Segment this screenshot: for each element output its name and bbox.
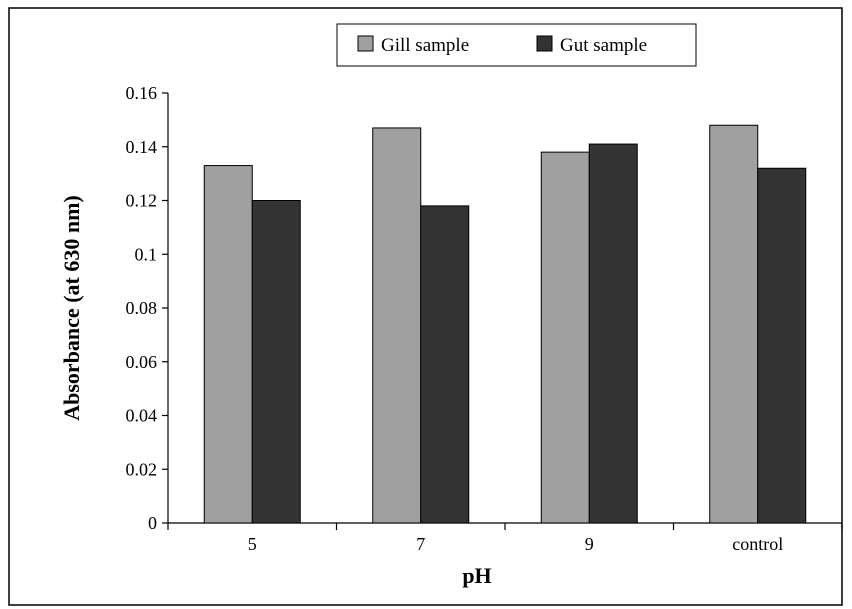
legend-label-gut: Gut sample <box>560 35 647 56</box>
bar-gill-5 <box>203 165 253 524</box>
legend-swatch-gut <box>536 35 553 52</box>
x-ticks: 5 7 9 control <box>167 523 843 554</box>
y-tick-label: 0.16 <box>126 83 158 103</box>
x-tick-label: control <box>732 534 783 554</box>
x-tick-label: 9 <box>585 534 594 554</box>
bar-gill-7 <box>372 127 422 524</box>
bar-gut-5 <box>251 200 301 524</box>
y-tick-label: 0.08 <box>126 298 158 318</box>
legend-box <box>336 23 697 67</box>
legend-swatch-gill <box>357 35 374 52</box>
x-tick-label: 5 <box>248 534 257 554</box>
y-ticks: 0 0.02 0.04 0.06 0.08 0.1 0.12 0.14 0.16 <box>126 83 168 533</box>
y-tick-label: 0.14 <box>126 137 158 157</box>
y-tick-label: 0.12 <box>126 191 158 211</box>
y-tick-label: 0 <box>148 513 157 533</box>
y-axis-title: Absorbance (at 630 nm) <box>59 195 84 421</box>
legend-label-gill: Gill sample <box>381 35 469 56</box>
legend: Gill sample Gut sample <box>336 23 697 67</box>
bar-gill-control <box>709 124 759 524</box>
x-tick-label: 7 <box>416 534 425 554</box>
bar-gut-9 <box>588 143 638 524</box>
bar-gut-control <box>757 167 807 524</box>
bars <box>203 124 807 524</box>
y-tick-label: 0.02 <box>126 459 158 479</box>
bar-gill-9 <box>540 151 590 524</box>
y-tick-label: 0.04 <box>126 406 158 426</box>
y-tick-label: 0.1 <box>135 244 158 264</box>
y-tick-label: 0.06 <box>126 352 158 372</box>
x-axis-title: pH <box>462 563 491 588</box>
bar-gut-7 <box>420 205 470 524</box>
